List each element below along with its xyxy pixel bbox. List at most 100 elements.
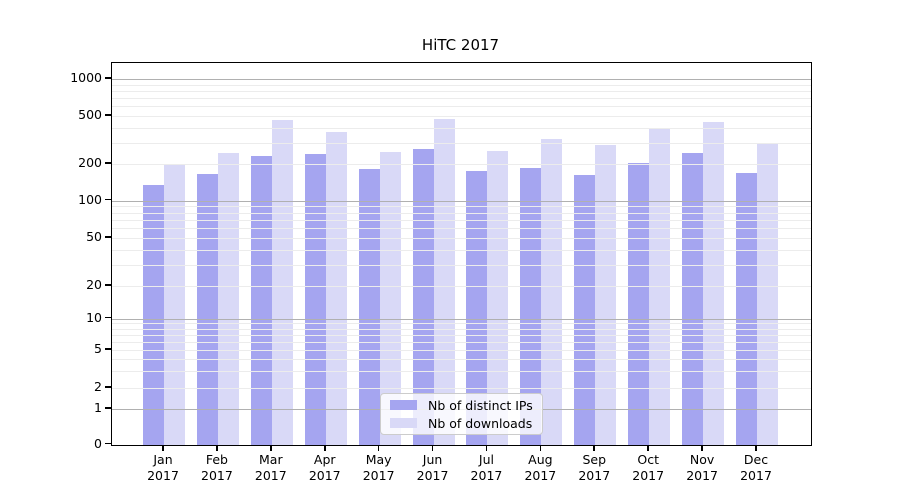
y-tick-mark-2 (105, 386, 111, 388)
y-tick-label-500: 500 (78, 107, 102, 122)
y-tick-mark-20 (105, 284, 111, 286)
gridline-30 (112, 264, 811, 266)
gridline-9 (112, 323, 811, 325)
gridline-70 (112, 219, 811, 221)
bar-mar-downloads (271, 120, 293, 445)
x-tick-label-dec: Dec 2017 (740, 452, 772, 483)
bar-aug-distinct-ips (520, 167, 542, 445)
legend-item-downloads: Nb of downloads (390, 416, 542, 431)
x-tick-mark-may (377, 445, 380, 451)
x-tick-mark-oct (647, 445, 649, 451)
gridline-100 (112, 200, 811, 202)
bar-dec-distinct-ips (736, 173, 757, 445)
bar-jul-distinct-ips (466, 171, 488, 445)
x-tick-mark-jun (431, 445, 434, 451)
gridline-6 (112, 341, 811, 343)
bar-nov-distinct-ips (682, 153, 704, 445)
x-tick-mark-dec (755, 445, 757, 451)
bar-jan-downloads (164, 164, 185, 445)
gridline-20 (112, 286, 811, 287)
bar-jan-distinct-ips (143, 185, 164, 445)
bar-mar-distinct-ips (250, 155, 272, 445)
y-tick-label-50: 50 (86, 229, 102, 244)
y-tick-mark-0 (105, 442, 111, 445)
x-tick-label-jul: Jul 2017 (470, 452, 503, 483)
y-tick-mark-50 (105, 236, 111, 238)
gridline-7 (112, 334, 811, 336)
y-tick-mark-200 (105, 162, 111, 164)
bar-dec-downloads (757, 142, 778, 445)
x-tick-label-feb: Feb 2017 (201, 452, 233, 483)
y-tick-mark-100 (105, 198, 111, 201)
y-tick-label-5: 5 (94, 341, 102, 356)
y-tick-label-0: 0 (94, 435, 102, 451)
gridline-2 (112, 388, 811, 389)
legend-label-distinct-ips: Nb of distinct IPs (428, 397, 533, 413)
gridline-400 (112, 127, 811, 129)
bar-sep-distinct-ips (574, 175, 596, 445)
gridline-200 (112, 164, 811, 165)
gridline-50 (112, 238, 811, 239)
x-tick-label-aug: Aug 2017 (524, 452, 557, 483)
gridline-90 (112, 206, 811, 208)
x-tick-mark-jan (162, 445, 164, 451)
x-tick-mark-mar (270, 445, 272, 451)
gridline-700 (112, 98, 811, 100)
gridline-80 (112, 212, 811, 214)
x-tick-label-jun: Jun 2017 (416, 452, 449, 483)
y-tick-mark-5 (105, 348, 111, 350)
x-tick-label-nov: Nov 2017 (686, 452, 718, 483)
bar-apr-distinct-ips (304, 154, 326, 445)
x-tick-label-apr: Apr 2017 (308, 452, 341, 483)
plot-area (111, 62, 812, 446)
legend-swatch-downloads (390, 418, 417, 428)
x-tick-label-mar: Mar 2017 (254, 452, 287, 483)
gridline-600 (112, 106, 811, 108)
x-tick-mark-feb (216, 445, 218, 451)
legend-item-distinct-ips: Nb of distinct IPs (390, 398, 542, 413)
gridline-3 (112, 371, 811, 373)
bar-oct-distinct-ips (628, 162, 650, 445)
gridline-800 (112, 90, 811, 92)
bar-nov-downloads (703, 122, 725, 445)
y-tick-mark-1000 (105, 77, 111, 79)
y-tick-mark-1 (105, 407, 111, 409)
x-tick-label-may: May 2017 (362, 452, 395, 483)
x-tick-mark-apr (323, 445, 326, 451)
gridline-10 (112, 318, 811, 320)
gridline-60 (112, 228, 811, 230)
y-tick-mark-500 (105, 114, 111, 116)
y-tick-label-1000: 1000 (70, 70, 102, 85)
bar-sep-downloads (595, 144, 617, 445)
gridline-5 (112, 350, 811, 351)
x-tick-mark-nov (701, 445, 703, 451)
bar-aug-downloads (541, 139, 563, 445)
x-tick-label-oct: Oct 2017 (632, 452, 665, 483)
gridline-500 (112, 116, 811, 117)
gridline-4 (112, 359, 811, 361)
x-tick-mark-aug (539, 445, 542, 451)
y-tick-label-20: 20 (86, 277, 102, 292)
bar-feb-downloads (217, 153, 239, 445)
x-tick-mark-jul (485, 445, 488, 451)
y-tick-label-1: 1 (94, 400, 102, 415)
gridline-300 (112, 142, 811, 144)
y-tick-label-10: 10 (86, 309, 102, 325)
gridline-1000 (112, 79, 811, 80)
y-tick-label-2: 2 (94, 379, 102, 394)
bar-jun-distinct-ips (412, 149, 434, 445)
legend: Nb of distinct IPs Nb of downloads (380, 393, 543, 435)
bar-may-distinct-ips (358, 168, 380, 445)
y-tick-label-100: 100 (78, 191, 102, 207)
legend-label-downloads: Nb of downloads (428, 415, 533, 431)
gridline-8 (112, 328, 811, 330)
gridline-900 (112, 84, 811, 86)
gridline-40 (112, 249, 811, 251)
y-tick-mark-10 (105, 316, 111, 319)
legend-swatch-distinct-ips (390, 400, 417, 410)
bar-apr-downloads (325, 132, 347, 445)
chart-title: HiTC 2017 (421, 36, 500, 54)
x-tick-label-sep: Sep 2017 (578, 452, 611, 483)
bar-feb-distinct-ips (196, 174, 218, 445)
